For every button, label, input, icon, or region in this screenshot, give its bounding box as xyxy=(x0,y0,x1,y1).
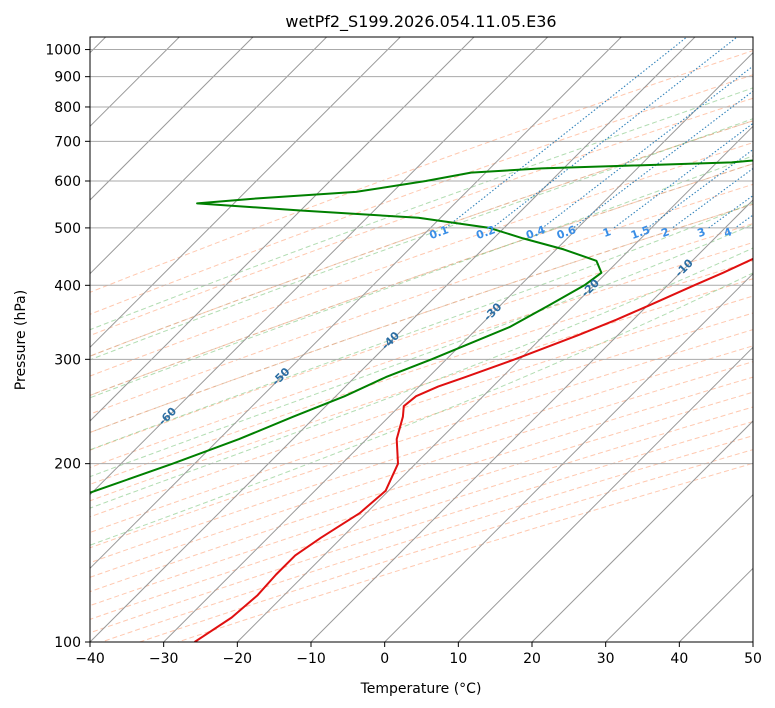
x-tick-label: 0 xyxy=(380,651,389,667)
moist-adiabat-line xyxy=(90,155,753,399)
dry-adiabat-line xyxy=(90,361,753,578)
dry-adiabat-line xyxy=(90,97,753,337)
dry-adiabat-line xyxy=(90,50,753,293)
plot-frame xyxy=(89,36,754,643)
reference-adiabat-line xyxy=(90,120,753,357)
y-axis-label: Pressure (hPa) xyxy=(13,290,29,390)
isotherm-line xyxy=(90,37,696,642)
mixing-ratio-line xyxy=(492,37,739,229)
moist-adiabat-line xyxy=(90,272,753,546)
isotherm-line xyxy=(604,493,753,642)
isotherm-line xyxy=(383,272,753,642)
temperature-line xyxy=(194,257,753,642)
y-tick-label: 500 xyxy=(54,221,81,237)
mixing-ratio-label: 4 xyxy=(722,225,734,240)
y-tick-label: 400 xyxy=(54,278,81,294)
isotherm-line xyxy=(162,51,753,642)
isotherm-line xyxy=(457,346,753,642)
x-axis-label: Temperature (°C) xyxy=(360,681,482,697)
y-tick-label: 200 xyxy=(54,457,81,473)
mixing-ratio-label: 2 xyxy=(660,225,672,240)
isotherm-line xyxy=(90,37,328,275)
dry-adiabat-line xyxy=(90,163,753,396)
isotherms xyxy=(90,37,753,642)
y-tick-label: 900 xyxy=(54,70,81,86)
x-tick-label: 20 xyxy=(523,651,541,667)
reference-adiabat-line xyxy=(90,203,753,433)
y-tick-label: 300 xyxy=(54,352,81,368)
x-tick-label: −40 xyxy=(75,651,105,667)
isotherm-line xyxy=(90,37,254,201)
x-tick-label: −10 xyxy=(296,651,326,667)
isotherm-line xyxy=(236,125,753,642)
mixing-ratio-line xyxy=(613,122,753,229)
dry-adiabat-line xyxy=(90,241,753,469)
dry-adiabat-line xyxy=(90,74,753,315)
mixing-ratio-label: 1 xyxy=(601,225,613,240)
dry-adiabat-line xyxy=(90,376,753,593)
moist-adiabats xyxy=(90,87,753,546)
isotherm-line xyxy=(531,420,753,642)
x-tick-label: −30 xyxy=(149,651,179,667)
mixing-ratio-label: 0.2 xyxy=(474,223,497,242)
mixing-ratio-line xyxy=(672,167,753,229)
dry-adiabat-line xyxy=(90,278,753,502)
isotherm-line xyxy=(90,37,549,496)
x-tick-label: 40 xyxy=(670,651,688,667)
plot-area: -100-90-80-70-60-50-40-30-20-10010203040… xyxy=(90,37,753,642)
mixing-ratio-label: 0.4 xyxy=(524,223,547,242)
moist-adiabat-line xyxy=(90,87,753,331)
mixing-ratio-label: 1.5 xyxy=(629,223,652,242)
mixing-ratio-lines xyxy=(445,37,753,229)
isotherm-line xyxy=(90,37,623,570)
y-tick-label: 700 xyxy=(54,134,81,150)
isotherm-line xyxy=(310,199,753,642)
mixing-ratio-label: 0.1 xyxy=(428,223,451,242)
axes: −40 −30 −20 −10 0 10 20 30 40 50 100 200 300 400 500 60… xyxy=(45,43,762,667)
dry-adiabat-line xyxy=(90,391,753,607)
isotherm-line xyxy=(90,37,475,422)
dry-adiabat-line xyxy=(90,183,753,415)
y-tick-label: 800 xyxy=(54,100,81,116)
profile-series xyxy=(90,159,753,642)
x-tick-label: 30 xyxy=(597,651,615,667)
dry-adiabat-line xyxy=(90,223,753,451)
x-tick-label: −20 xyxy=(223,651,253,667)
y-tick-label: 600 xyxy=(54,174,81,190)
y-tick-label: 100 xyxy=(54,635,81,651)
chart-title: wetPf2_S199.2026.054.11.05.E36 xyxy=(285,12,556,32)
mixing-ratio-line xyxy=(542,65,753,229)
mixing-ratio-label: 0.6 xyxy=(555,223,578,242)
dewpoint-line xyxy=(90,159,753,494)
x-tick-label: 10 xyxy=(449,651,467,667)
y-tick-label: 1000 xyxy=(45,43,81,59)
x-tick-label: 50 xyxy=(744,651,762,667)
mixing-ratio-label: 3 xyxy=(696,225,708,240)
